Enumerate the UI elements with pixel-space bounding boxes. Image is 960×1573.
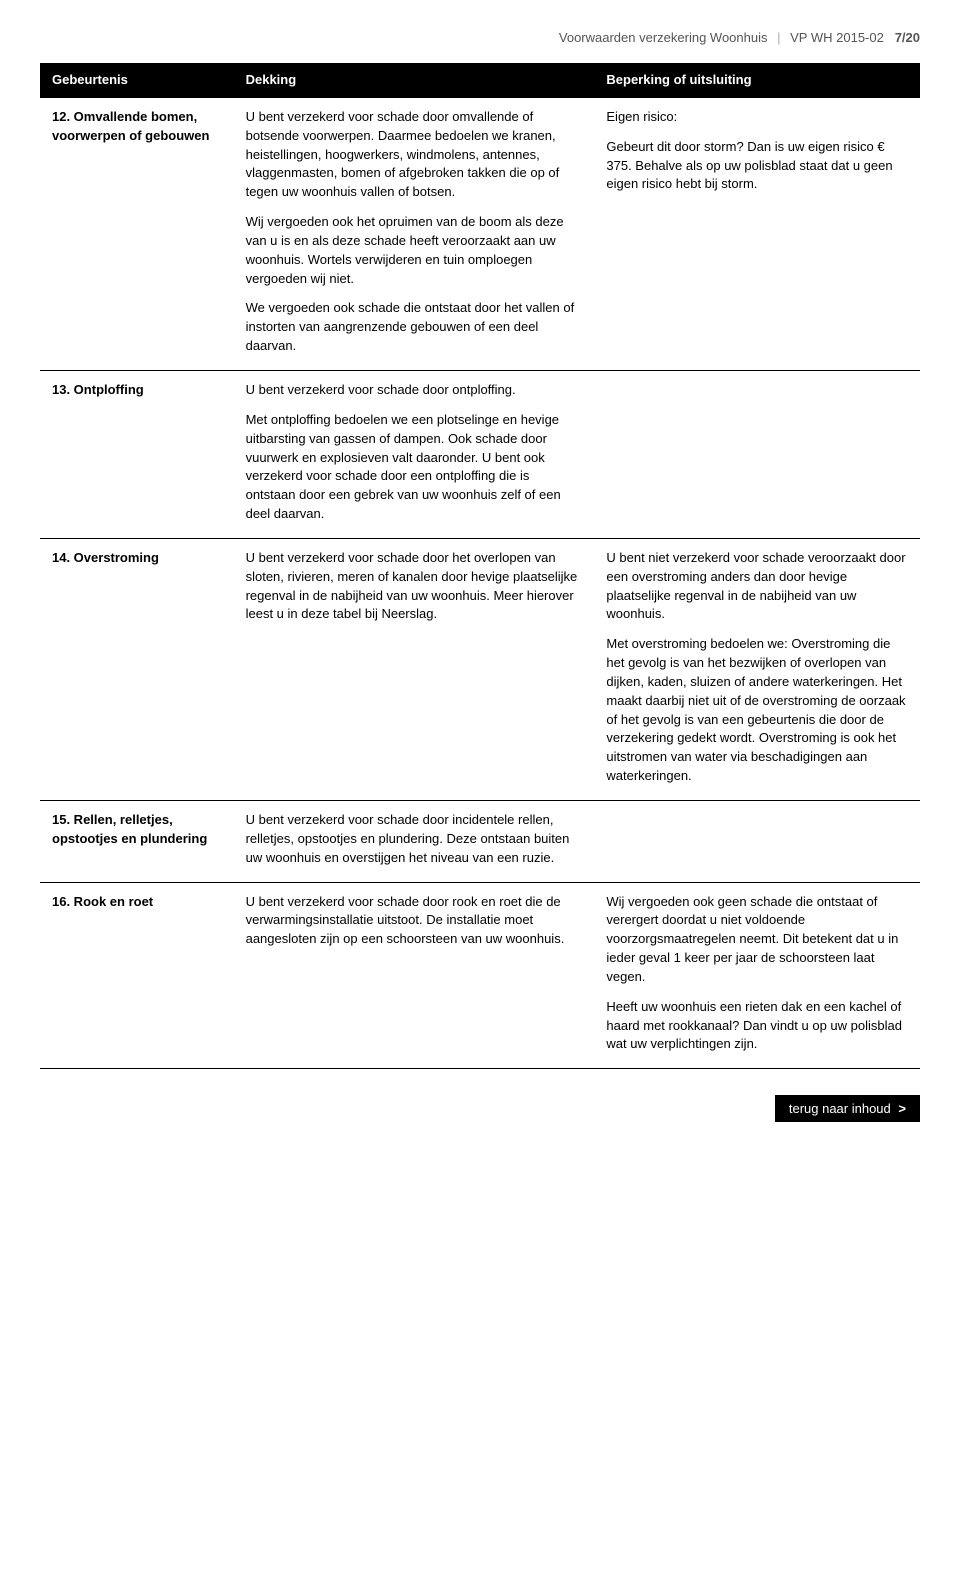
doc-title: Voorwaarden verzekering Woonhuis xyxy=(559,30,768,45)
col-header-coverage: Dekking xyxy=(234,63,595,98)
limitation-paragraph: Wij vergoeden ook geen schade die ontsta… xyxy=(606,893,908,987)
table-row: 15. Rellen, relletjes, opstootjes en plu… xyxy=(40,801,920,883)
coverage-paragraph: Met ontploffing bedoelen we een plotseli… xyxy=(246,411,583,524)
page-header: Voorwaarden verzekering Woonhuis | VP WH… xyxy=(40,30,920,45)
back-to-contents-link[interactable]: terug naar inhoud > xyxy=(775,1095,920,1122)
col-header-event: Gebeurtenis xyxy=(40,63,234,98)
doc-code: VP WH 2015-02 xyxy=(790,30,884,45)
table-row: 13. Ontploffing U bent verzekerd voor sch… xyxy=(40,370,920,538)
coverage-cell: U bent verzekerd voor schade door ontplo… xyxy=(234,370,595,538)
coverage-paragraph: U bent verzekerd voor schade door ontplo… xyxy=(246,381,583,400)
limitation-cell: Wij vergoeden ook geen schade die ontsta… xyxy=(594,882,920,1069)
coverage-paragraph: U bent verzekerd voor schade door het ov… xyxy=(246,549,583,624)
coverage-cell: U bent verzekerd voor schade door rook e… xyxy=(234,882,595,1069)
separator: | xyxy=(777,30,780,45)
coverage-paragraph: Wij vergoeden ook het opruimen van de bo… xyxy=(246,213,583,288)
coverage-paragraph: U bent verzekerd voor schade door incide… xyxy=(246,811,583,868)
chevron-right-icon: > xyxy=(898,1101,906,1116)
event-cell: 14. Overstroming xyxy=(40,538,234,800)
table-header-row: Gebeurtenis Dekking Beperking of uitslui… xyxy=(40,63,920,98)
event-cell: 12. Omvallende bomen, voorwerpen of gebo… xyxy=(40,98,234,371)
limitation-cell: U bent niet verzekerd voor schade veroor… xyxy=(594,538,920,800)
col-header-limitation: Beperking of uitsluiting xyxy=(594,63,920,98)
limitation-paragraph: U bent niet verzekerd voor schade veroor… xyxy=(606,549,908,624)
coverage-cell: U bent verzekerd voor schade door het ov… xyxy=(234,538,595,800)
coverage-cell: U bent verzekerd voor schade door incide… xyxy=(234,801,595,883)
table-row: 16. Rook en roetU bent verzekerd voor sc… xyxy=(40,882,920,1069)
limitation-cell xyxy=(594,801,920,883)
event-cell: 13. Ontploffing xyxy=(40,370,234,538)
table-body: 12. Omvallende bomen, voorwerpen of gebo… xyxy=(40,98,920,1069)
table-row: 14. OverstromingU bent verzekerd voor sc… xyxy=(40,538,920,800)
coverage-paragraph: U bent verzekerd voor schade door omvall… xyxy=(246,108,583,202)
table-row: 12. Omvallende bomen, voorwerpen of gebo… xyxy=(40,98,920,371)
limitation-paragraph: Gebeurt dit door storm? Dan is uw eigen … xyxy=(606,138,908,195)
footer-link-label: terug naar inhoud xyxy=(789,1101,891,1116)
coverage-table: Gebeurtenis Dekking Beperking of uitslui… xyxy=(40,63,920,1069)
limitation-paragraph: Heeft uw woonhuis een rieten dak en een … xyxy=(606,998,908,1055)
limitation-paragraph: Eigen risico: xyxy=(606,108,908,127)
limitation-paragraph: Met overstroming bedoelen we: Overstromi… xyxy=(606,635,908,786)
event-cell: 15. Rellen, relletjes, opstootjes en plu… xyxy=(40,801,234,883)
limitation-cell xyxy=(594,370,920,538)
limitation-cell: Eigen risico: Gebeurt dit door storm? Dan… xyxy=(594,98,920,371)
coverage-paragraph: U bent verzekerd voor schade door rook e… xyxy=(246,893,583,950)
footer-nav: terug naar inhoud > xyxy=(40,1095,920,1122)
coverage-cell: U bent verzekerd voor schade door omvall… xyxy=(234,98,595,371)
event-cell: 16. Rook en roet xyxy=(40,882,234,1069)
page-number: 7/20 xyxy=(895,30,920,45)
coverage-paragraph: We vergoeden ook schade die ontstaat doo… xyxy=(246,299,583,356)
